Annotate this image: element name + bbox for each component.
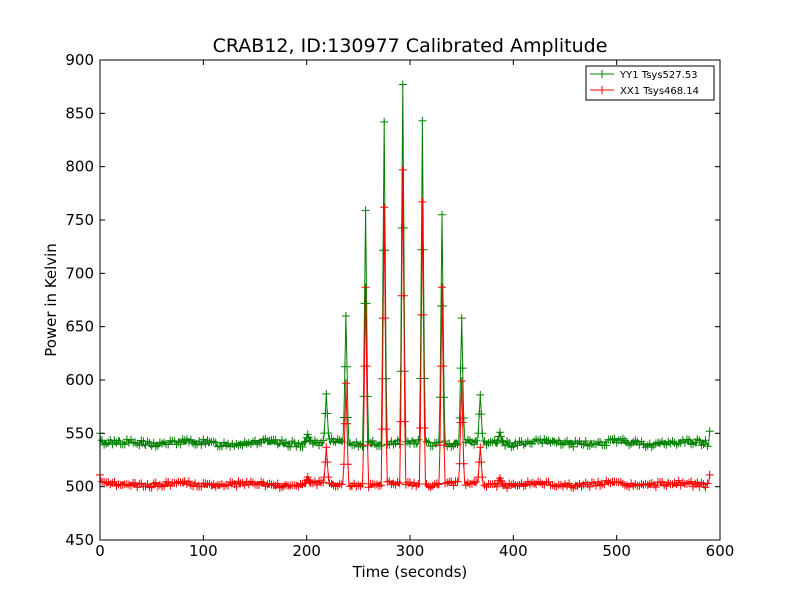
chart-title: CRAB12, ID:130977 Calibrated Amplitude xyxy=(213,35,608,57)
y-tick-label: 700 xyxy=(65,264,94,282)
y-tick-label: 650 xyxy=(65,318,94,336)
x-tick-label: 200 xyxy=(292,542,321,560)
y-tick-label: 500 xyxy=(65,478,94,496)
y-tick-label: 900 xyxy=(65,51,94,69)
y-tick-label: 800 xyxy=(65,158,94,176)
y-tick-label: 600 xyxy=(65,371,94,389)
x-tick-label: 500 xyxy=(602,542,631,560)
y-axis-label: Power in Kelvin xyxy=(42,243,60,357)
legend: YY1 Tsys527.53 XX1 Tsys468.14 xyxy=(585,65,715,101)
legend-marker-xx1 xyxy=(598,86,606,94)
y-tick-label: 450 xyxy=(65,531,94,549)
ticks-layer: 0 100 200 300 400 500 600 450 500 550 600 650 700 750… xyxy=(65,51,734,560)
x-tick-label: 600 xyxy=(706,542,735,560)
y-tick-label: 750 xyxy=(65,211,94,229)
y-tick-label: 550 xyxy=(65,424,94,442)
x-axis-label: Time (seconds) xyxy=(352,563,468,581)
plot-area xyxy=(100,60,720,540)
legend-marker-yy1 xyxy=(598,70,606,78)
legend-label-xx1: XX1 Tsys468.14 xyxy=(620,86,699,97)
legend-label-yy1: YY1 Tsys527.53 xyxy=(619,70,698,81)
x-tick-label: 400 xyxy=(499,542,528,560)
y-tick-label: 850 xyxy=(65,104,94,122)
series-layer xyxy=(96,80,714,493)
x-tick-label: 100 xyxy=(189,542,218,560)
x-tick-label: 300 xyxy=(396,542,425,560)
x-tick-label: 0 xyxy=(95,542,105,560)
legend-box xyxy=(585,65,715,101)
